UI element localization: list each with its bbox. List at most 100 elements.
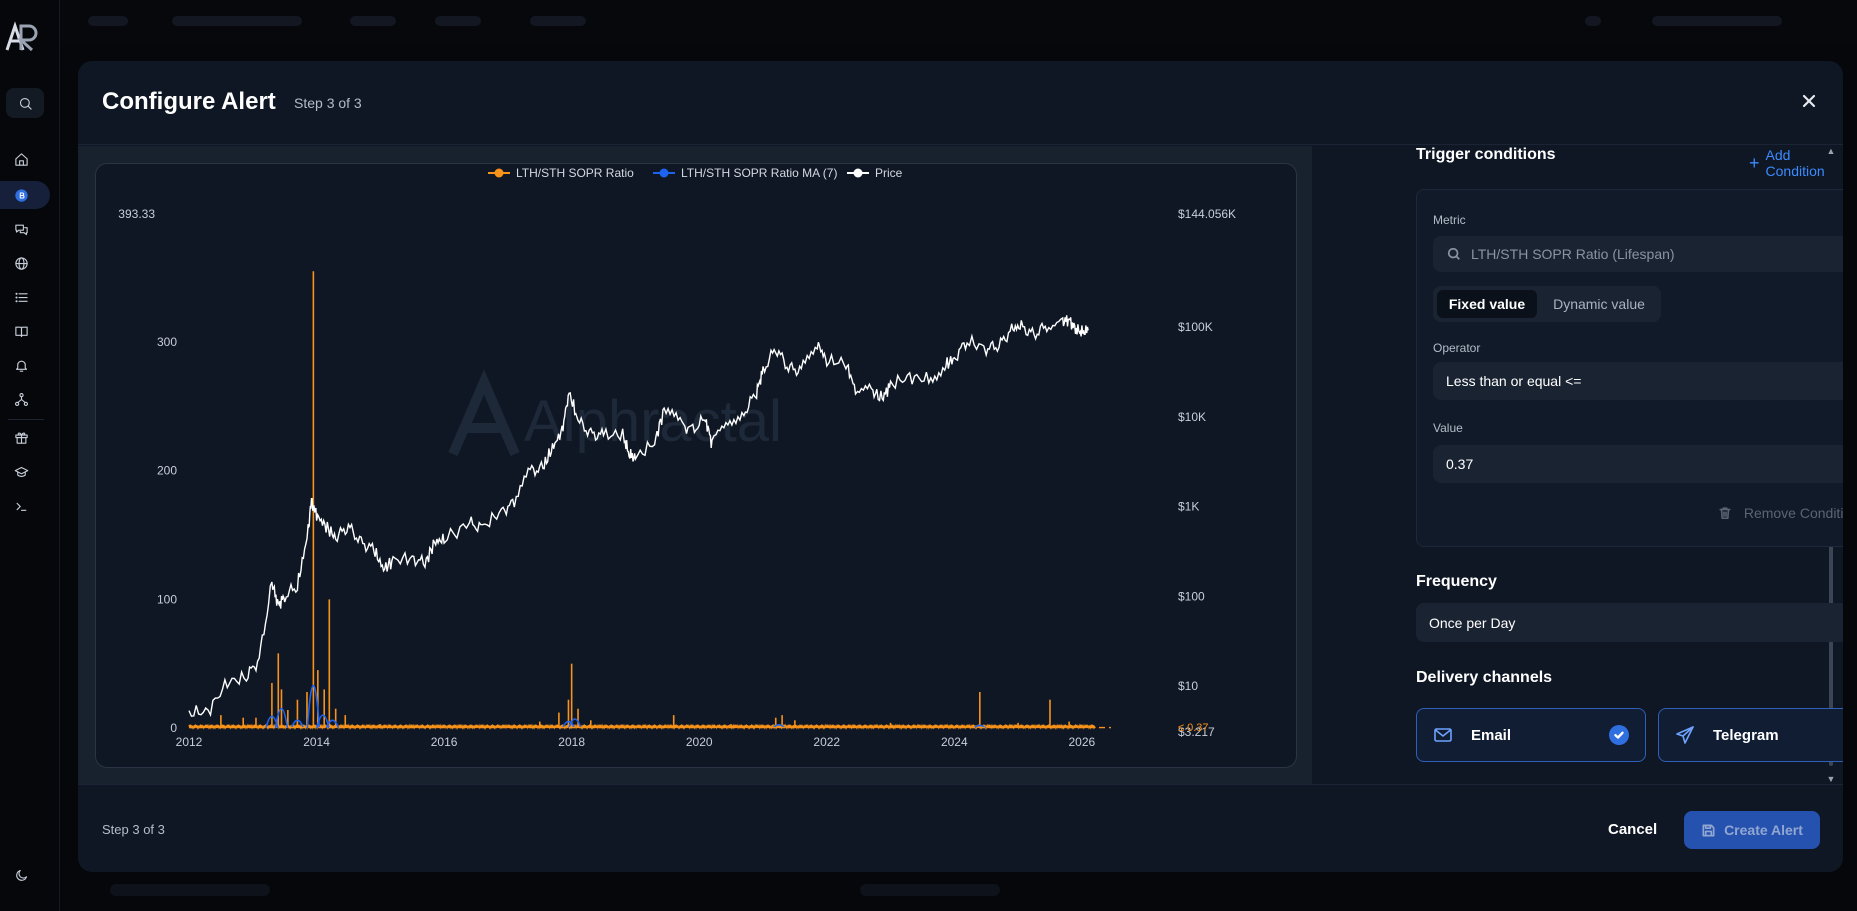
left-axis-tick-label: 100	[157, 592, 177, 606]
left-axis-top-label: 393.33	[118, 207, 155, 221]
gift-icon[interactable]	[8, 424, 34, 450]
legend-swatch-dot	[494, 168, 504, 178]
value-mode-toggle: Fixed value Dynamic value	[1433, 286, 1661, 322]
operator-value: Less than or equal <=	[1446, 373, 1582, 389]
threshold-line: ≤ 0.37	[189, 722, 1209, 734]
modal-body: Alphractal LTH/STH SOPR Ratio LTH/STH SOP…	[78, 146, 1843, 784]
fixed-value-option[interactable]: Fixed value	[1437, 290, 1537, 318]
globe-icon[interactable]	[8, 250, 34, 276]
frequency-select[interactable]: Once per Day	[1416, 603, 1843, 642]
legend-swatch-dot	[853, 168, 863, 178]
ma-spike	[306, 685, 321, 729]
add-condition-button[interactable]: + Add Condition	[1749, 147, 1825, 179]
operator-select[interactable]: Less than or equal <=	[1433, 362, 1843, 400]
x-axis-tick-label: 2012	[176, 735, 203, 749]
price-series	[188, 315, 1089, 718]
scrollbar-thumb[interactable]	[1829, 366, 1833, 766]
value-input[interactable]	[1433, 445, 1843, 483]
moon-icon[interactable]	[8, 862, 34, 888]
save-icon	[1702, 824, 1715, 836]
remove-condition-button[interactable]: Remove Condition	[1718, 505, 1843, 521]
condition-card: Metric LTH/STH SOPR Ratio (Lifespan) Fix…	[1416, 189, 1843, 547]
chart-pane: Alphractal LTH/STH SOPR Ratio LTH/STH SOP…	[78, 146, 1312, 784]
plus-icon: +	[1749, 153, 1760, 173]
operator-label: Operator	[1433, 341, 1481, 355]
sopr-ratio-chart[interactable]: Alphractal LTH/STH SOPR Ratio LTH/STH SOP…	[96, 164, 1297, 768]
network-icon[interactable]	[8, 386, 34, 412]
terminal-icon[interactable]	[8, 493, 34, 519]
chart-legend: LTH/STH SOPR Ratio LTH/STH SOPR Ratio MA …	[488, 166, 903, 180]
background-footer-hint	[110, 884, 270, 896]
email-channel-option[interactable]: Email	[1416, 708, 1646, 762]
search-icon	[1447, 247, 1461, 261]
modal-header: Configure Alert Step 3 of 3	[78, 61, 1843, 145]
modal-title: Configure Alert	[102, 88, 276, 115]
checked-icon	[1609, 725, 1629, 745]
right-axis-tick-label: $100K	[1178, 320, 1213, 334]
app-logo[interactable]	[4, 20, 40, 54]
bell-icon[interactable]	[8, 352, 34, 378]
chart-axes: 393.33 0 100 200 300 2012 2014 2016 2018 2020 2022…	[118, 207, 1236, 749]
watermark-text: Alphractal	[524, 389, 782, 454]
right-axis-tick-label: $1K	[1178, 500, 1199, 514]
modal-step-indicator: Step 3 of 3	[294, 95, 362, 111]
trash-icon	[1719, 507, 1731, 520]
metric-label: Metric	[1433, 213, 1466, 227]
metric-field[interactable]: LTH/STH SOPR Ratio (Lifespan)	[1433, 236, 1843, 272]
ratio-series	[188, 271, 1096, 730]
x-axis-tick-label: 2026	[1069, 735, 1096, 749]
trigger-conditions-title: Trigger conditions	[1416, 146, 1556, 163]
value-label: Value	[1433, 421, 1463, 435]
chat-icon[interactable]	[8, 216, 34, 242]
legend-item-label: LTH/STH SOPR Ratio MA (7)	[681, 166, 837, 180]
right-axis-bottom-label: $3.217	[1178, 725, 1215, 739]
delivery-channels-title: Delivery channels	[1416, 669, 1553, 686]
x-axis-tick-label: 2024	[941, 735, 968, 749]
configure-alert-modal: Configure Alert Step 3 of 3 Alphractal L…	[78, 61, 1843, 872]
footer-step-indicator: Step 3 of 3	[102, 822, 165, 837]
x-axis-tick-label: 2016	[431, 735, 458, 749]
search-icon[interactable]	[6, 88, 44, 118]
right-axis-tick-label: $100	[1178, 589, 1205, 603]
home-icon[interactable]	[8, 146, 34, 172]
ma-spike	[561, 720, 576, 729]
mail-icon	[1433, 725, 1453, 745]
legend-swatch-dot	[659, 168, 669, 178]
telegram-channel-option[interactable]: Telegram	[1658, 708, 1843, 762]
frequency-value: Once per Day	[1429, 614, 1516, 631]
send-icon	[1675, 725, 1695, 745]
close-icon	[1802, 94, 1816, 108]
left-axis-tick-label: 0	[170, 721, 177, 735]
app-sidebar	[0, 0, 60, 911]
ma-series	[265, 685, 987, 729]
scroll-up-icon[interactable]: ▲	[1826, 146, 1836, 156]
ma-spike	[290, 719, 305, 729]
sidebar-divider	[8, 419, 44, 420]
x-axis-tick-label: 2018	[558, 735, 585, 749]
price-line	[188, 315, 1089, 718]
right-axis-tick-label: $10K	[1178, 410, 1206, 424]
ma-spike	[265, 715, 279, 729]
scroll-down-icon[interactable]: ▼	[1826, 774, 1836, 784]
chart-watermark: Alphractal	[448, 369, 782, 456]
config-pane: ▲ ▼ Trigger conditions + Add Condition M…	[1312, 146, 1843, 784]
book-icon[interactable]	[8, 318, 34, 344]
cancel-button[interactable]: Cancel	[1608, 820, 1658, 838]
chart-card: Alphractal LTH/STH SOPR Ratio LTH/STH SOP…	[95, 163, 1297, 768]
frequency-title: Frequency	[1416, 573, 1497, 590]
scrollbar[interactable]: ▲ ▼	[1827, 146, 1839, 784]
create-alert-button[interactable]: Create Alert	[1684, 811, 1820, 849]
left-axis-tick-label: 300	[157, 335, 177, 349]
graduation-cap-icon[interactable]	[8, 459, 34, 485]
x-axis-tick-label: 2020	[686, 735, 713, 749]
close-button[interactable]	[1797, 89, 1821, 113]
x-axis-tick-label: 2014	[303, 735, 330, 749]
legend-item-label: LTH/STH SOPR Ratio	[516, 166, 634, 180]
bitcoin-icon[interactable]	[0, 181, 50, 209]
ma-spike	[568, 718, 582, 729]
dynamic-value-option[interactable]: Dynamic value	[1553, 296, 1645, 312]
background-top-bar	[60, 0, 1857, 42]
ma-spike	[325, 719, 340, 729]
right-axis-top-label: $144.056K	[1178, 207, 1236, 221]
list-icon[interactable]	[8, 284, 34, 310]
